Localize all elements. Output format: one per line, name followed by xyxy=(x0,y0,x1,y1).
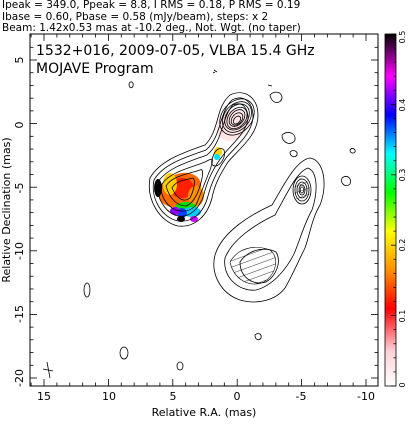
header-line-2: Ibase = 0.60, Pbase = 0.58 (mJy/beam), s… xyxy=(2,10,269,23)
beam-symbol xyxy=(42,361,54,379)
plot-subtitle: MOJAVE Program xyxy=(36,61,154,77)
header-line-3: Beam: 1.42x0.53 mas at -10.2 deg., Not. … xyxy=(2,22,301,34)
colorbar-tick-label: 0.1 xyxy=(398,310,407,323)
intensity-contours xyxy=(83,69,356,371)
colorbar-tick-label: 0.3 xyxy=(398,169,407,182)
y-tick-label: -20 xyxy=(13,369,26,387)
source-map xyxy=(42,69,356,379)
x-tick-label: 5 xyxy=(170,390,177,403)
colorbar-tick-label: 0.2 xyxy=(398,239,407,252)
y-tick-label: -10 xyxy=(13,242,26,260)
y-axis-label: Relative Declination (mas) xyxy=(0,137,13,282)
y-tick-labels: 5 0 -5 -10 -15 -20 xyxy=(13,57,26,387)
x-tick-label: 10 xyxy=(102,390,116,403)
y-tick-label: -5 xyxy=(13,183,26,194)
x-tick-label: 15 xyxy=(37,390,51,403)
header-stats: Ipeak = 349.0, Ppeak = 8.8, I RMS = 0.18… xyxy=(2,0,407,35)
colorbar-tick-label: 0.4 xyxy=(398,99,407,112)
colorbar: 0.5 0.4 0.3 0.2 0.1 0 xyxy=(384,31,407,388)
x-tick-label: -10 xyxy=(357,390,375,403)
y-tick-label: 5 xyxy=(13,57,26,64)
colorbar-tick-label: 0.5 xyxy=(398,31,407,44)
x-axis-label: Relative R.A. (mas) xyxy=(152,406,257,419)
axis-ticks xyxy=(30,34,378,386)
y-tick-label: -15 xyxy=(13,305,26,323)
x-tick-label: -5 xyxy=(296,390,307,403)
colorbar-tick-labels: 0.5 0.4 0.3 0.2 0.1 0 xyxy=(398,31,407,388)
x-tick-labels: 15 10 5 0 -5 -10 xyxy=(37,390,375,403)
plot-title: 1532+016, 2009-07-05, VLBA 15.4 GHz xyxy=(36,43,315,59)
colorbar-tick-label: 0 xyxy=(398,382,407,387)
colorbar-gradient xyxy=(384,33,397,387)
y-tick-label: 0 xyxy=(13,122,26,129)
x-tick-label: 0 xyxy=(234,390,241,403)
plot-frame xyxy=(29,33,379,387)
hatched-region xyxy=(229,247,276,285)
header-line-1: Ipeak = 349.0, Ppeak = 8.8, I RMS = 0.18… xyxy=(2,0,301,11)
